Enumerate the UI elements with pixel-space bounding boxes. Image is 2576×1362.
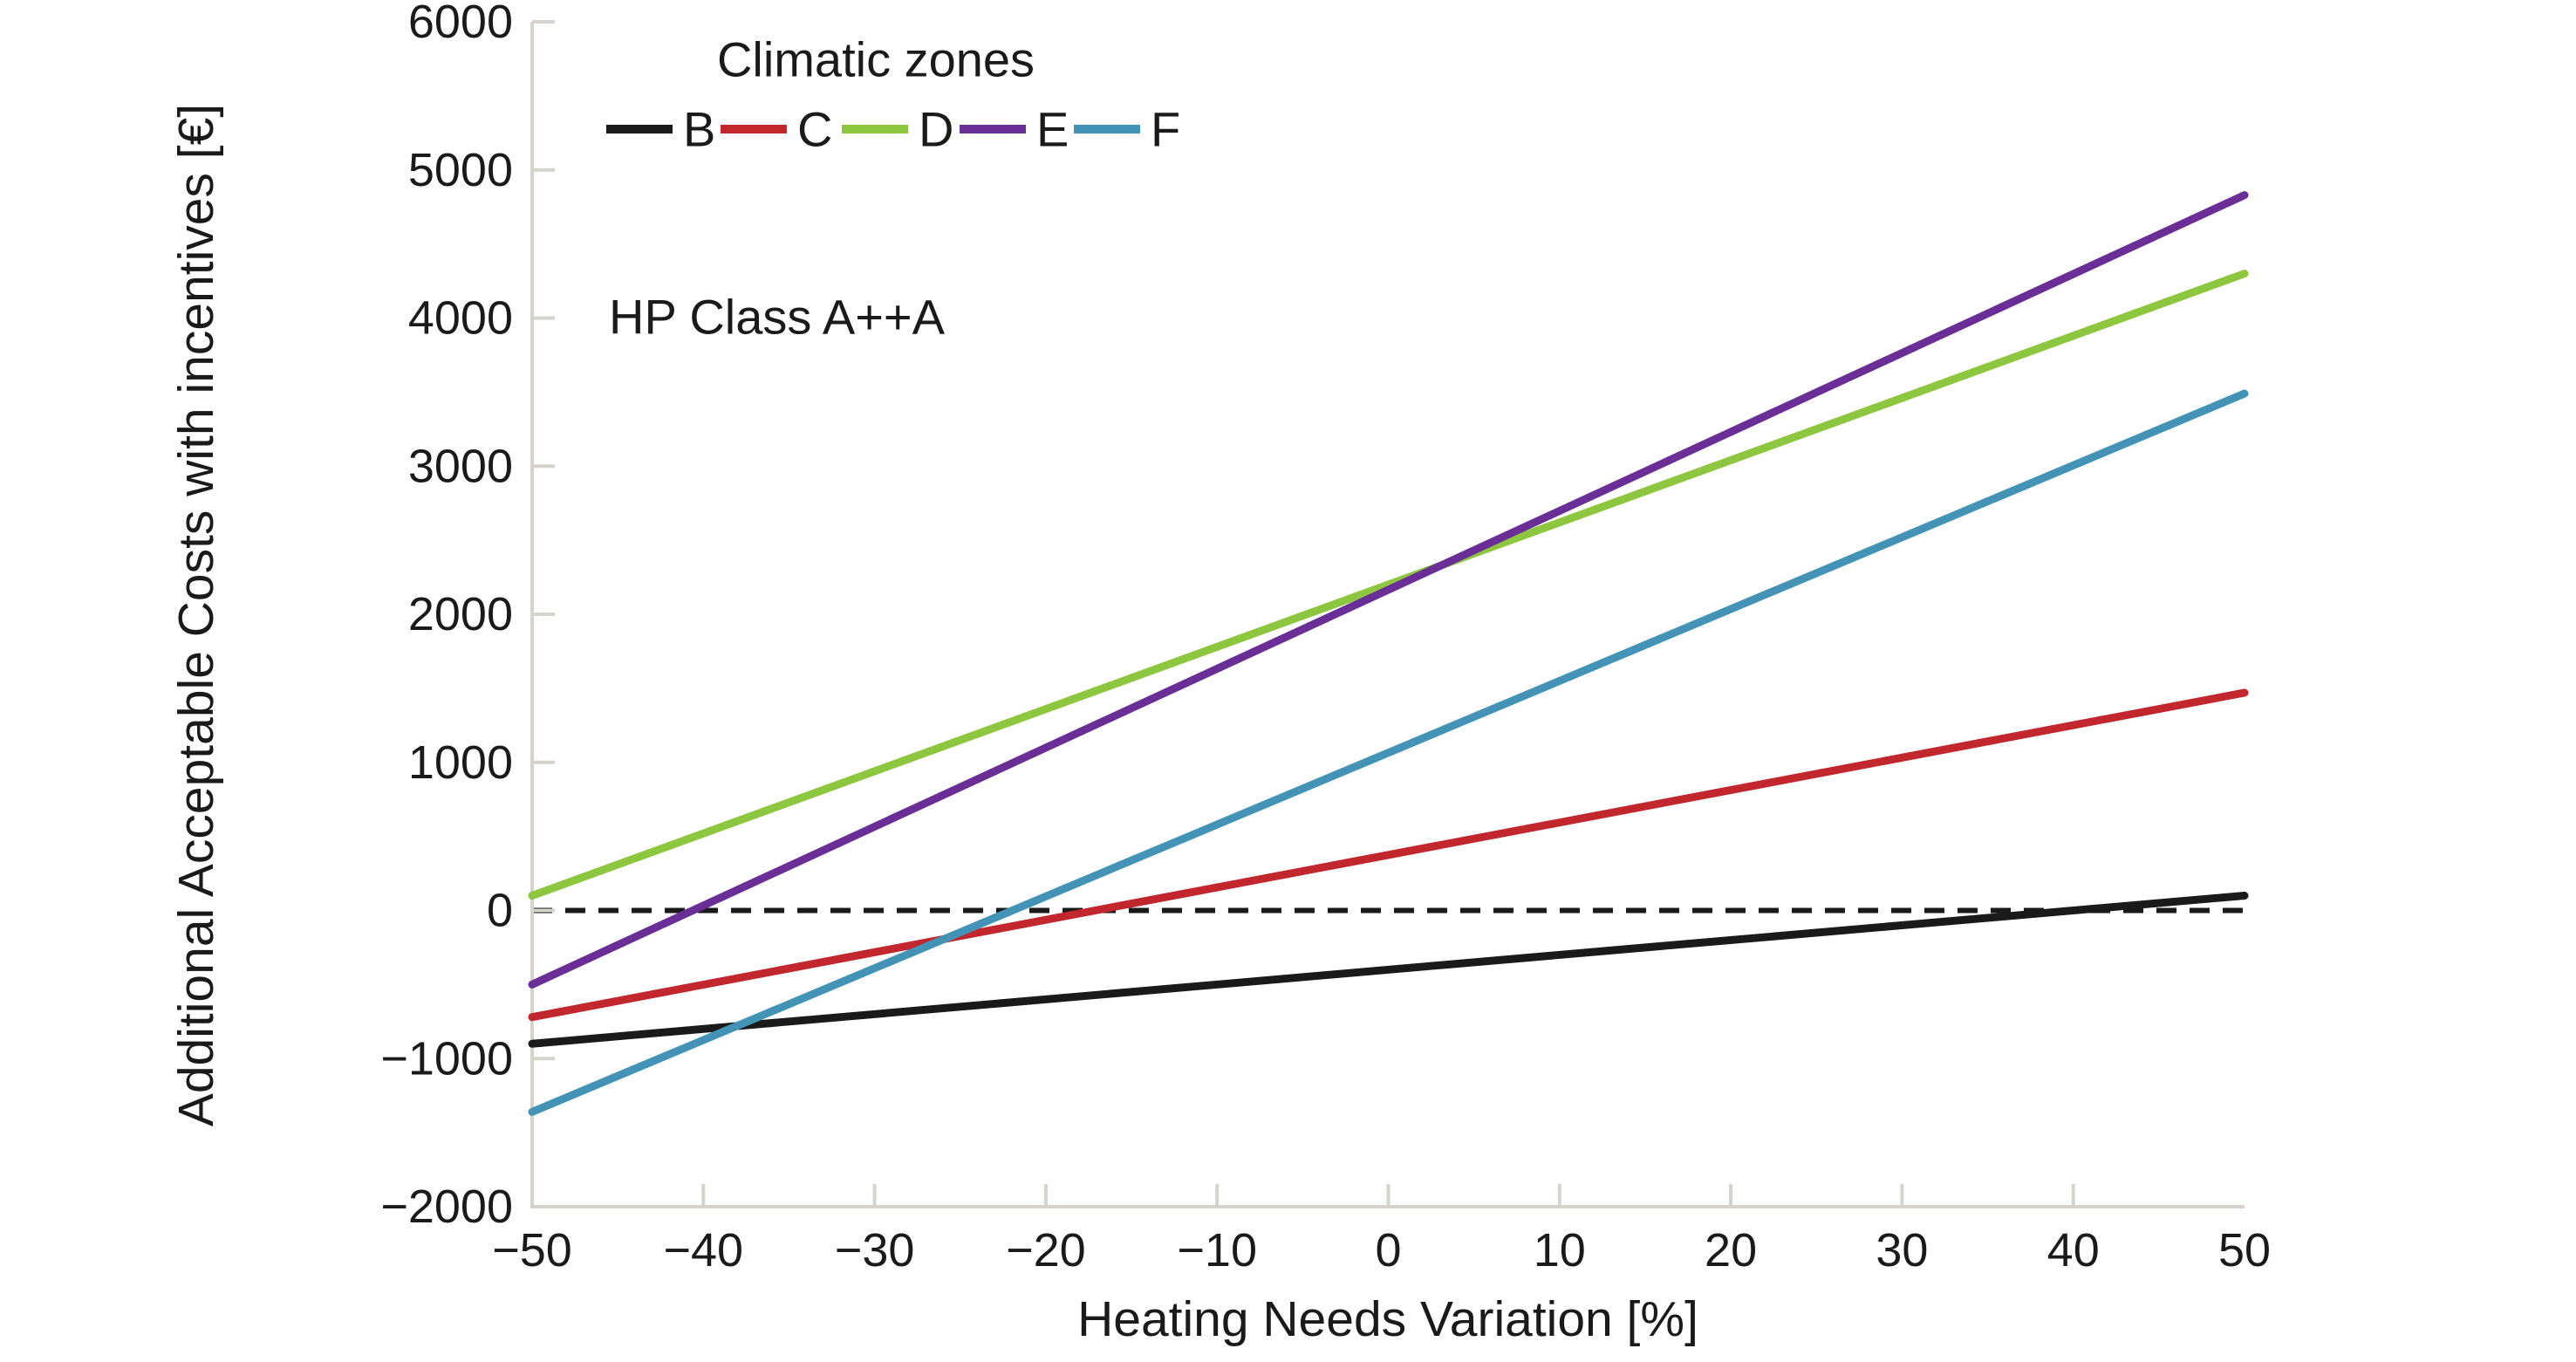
series-line-E [528,191,2249,989]
y-tick-label: 5000 [408,144,513,196]
legend-label-F: F [1151,102,1180,157]
x-tick-label: −30 [835,1224,915,1276]
x-tick-label: −20 [1006,1224,1086,1276]
legend-label-E: E [1036,102,1069,157]
x-tick-label: 30 [1876,1224,1928,1276]
x-tick-label: −10 [1177,1224,1257,1276]
x-tick-label: 0 [1375,1224,1401,1276]
series-line-D [528,270,2249,900]
x-tick-label: 50 [2218,1224,2271,1276]
y-axis-title: Additional Acceptable Costs with incenti… [168,103,224,1127]
y-tick-label: 4000 [408,292,513,345]
y-tick-label: 2000 [408,588,513,640]
y-tick-label: 3000 [408,440,513,492]
x-tick-label: −50 [492,1224,572,1276]
y-tick-label: 1000 [408,736,513,789]
x-tick-label: 20 [1705,1224,1757,1276]
series-line-C [528,688,2249,1022]
y-tick-label: −1000 [380,1032,513,1085]
legend-title: Climatic zones [716,31,1035,87]
x-axis-title: Heating Needs Variation [%] [1077,1291,1698,1347]
hp-class-annotation: HP Class A++A [609,289,945,345]
x-tick-label: −40 [663,1224,743,1276]
legend-label-D: D [919,102,953,157]
y-tick-label: 0 [487,885,513,937]
x-tick-label: 40 [2047,1224,2100,1276]
x-tick-label: 10 [1534,1224,1586,1276]
legend-label-B: B [683,102,715,157]
series-line-F [528,389,2249,1116]
series-line-B [528,892,2249,1048]
legend-label-C: C [797,102,832,157]
y-tick-label: 6000 [408,0,513,48]
y-tick-label: −2000 [380,1181,513,1233]
